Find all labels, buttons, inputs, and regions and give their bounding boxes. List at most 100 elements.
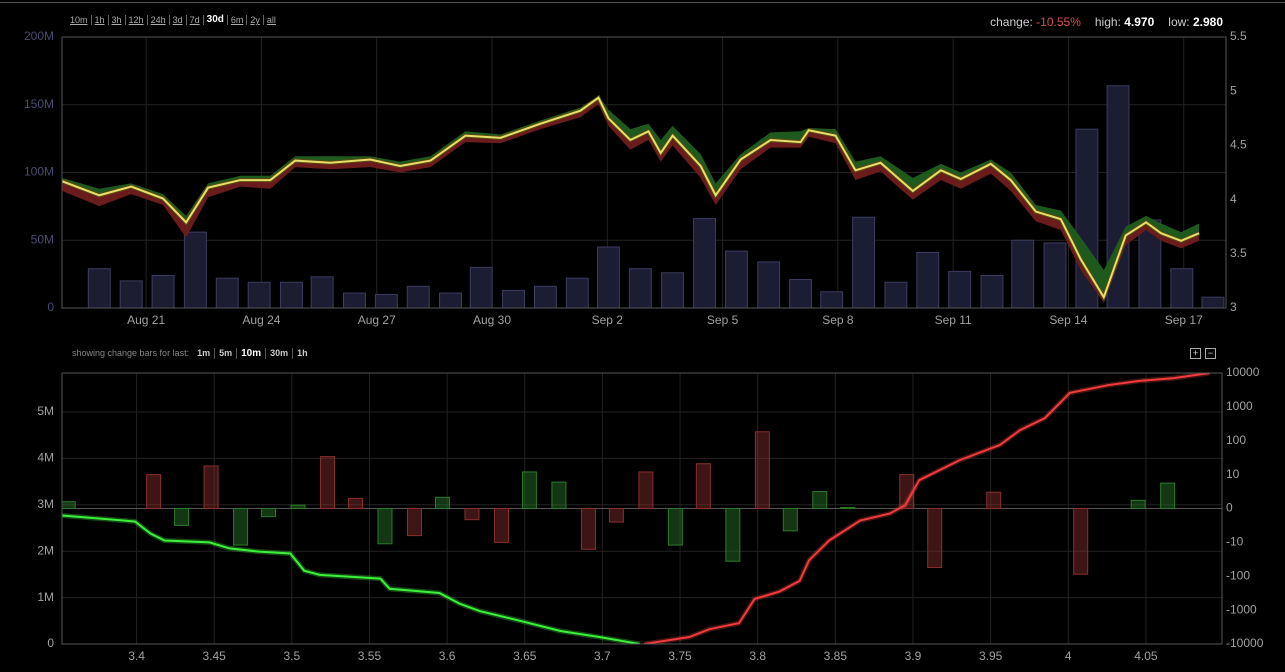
volume-bar: [119, 280, 143, 308]
y-tick-label: 0: [47, 636, 54, 650]
range-link[interactable]: 6m: [226, 15, 247, 25]
interval-option[interactable]: 1h: [292, 348, 312, 359]
range-link[interactable]: all: [262, 15, 279, 25]
volume-bar: [533, 285, 557, 308]
y-tick-label: 200M: [24, 29, 54, 43]
x-tick-label: 3.6: [439, 649, 456, 663]
interval-option[interactable]: 5m: [214, 348, 236, 359]
volume-bar: [1170, 268, 1194, 308]
volume-bar: [1043, 242, 1067, 308]
y-tick-label: 50M: [31, 232, 54, 246]
volume-bar: [884, 281, 908, 308]
y-tick-label: 4M: [37, 451, 54, 465]
range-link[interactable]: 7d: [185, 15, 203, 25]
y2-tick-label: 4.5: [1230, 138, 1247, 152]
range-link[interactable]: 2y: [246, 15, 263, 25]
x-tick-label: 3.55: [358, 649, 382, 663]
price-line: [62, 96, 1200, 300]
interval-option[interactable]: 30m: [265, 348, 292, 359]
change-bar: [638, 471, 654, 510]
stat-value: 2.980: [1192, 15, 1223, 29]
change-bar: [434, 496, 450, 510]
change-bar: [608, 508, 624, 523]
stat-label: change:: [990, 15, 1033, 29]
volume-bar: [916, 251, 940, 308]
change-bar: [493, 508, 509, 543]
volume-bar: [151, 274, 175, 308]
y2-tick-label: 5.5: [1230, 29, 1247, 43]
change-bar: [464, 508, 480, 521]
bids-line: [62, 514, 640, 644]
volume-bar: [1201, 296, 1225, 308]
stat-value: 4.970: [1124, 15, 1155, 29]
chart-depth: 0 1M 2M 3M 4M 5M 3.4 3.45 3.5 3.55 3.6 3.65 3.7 3.75 3…: [37, 365, 1263, 663]
change-bar: [377, 508, 393, 545]
y2-tick-label: 4: [1230, 192, 1237, 206]
x-tick-label: Sep 17: [1165, 313, 1203, 327]
change-bar: [927, 508, 943, 568]
plot: [62, 85, 1225, 308]
volume-bar: [789, 279, 813, 308]
change-bar: [521, 471, 537, 510]
volume-bar: [374, 293, 398, 308]
change-bar: [407, 508, 422, 537]
volume-bar: [948, 270, 972, 308]
range-link[interactable]: 12h: [124, 15, 147, 25]
volume-bar: [724, 250, 748, 308]
x-tick-label: 3.7: [594, 649, 611, 663]
change-bar: [1160, 482, 1176, 509]
x-tick-label: Aug 21: [127, 313, 165, 327]
zoom-button[interactable]: −: [1205, 348, 1216, 359]
x-tick-label: Sep 11: [935, 313, 972, 327]
zoom-button[interactable]: +: [1190, 348, 1201, 359]
y2-tick-label: -10000: [1226, 636, 1264, 650]
volume-bar: [87, 268, 111, 308]
change-bar: [233, 508, 249, 546]
range-link[interactable]: 3h: [107, 15, 125, 25]
volume-bar: [469, 266, 493, 308]
volume-bar: [852, 216, 876, 308]
change-bar: [695, 463, 711, 509]
volume-bar: [1011, 239, 1035, 308]
volume-bar: [406, 285, 430, 308]
range-link[interactable]: 1h: [90, 15, 108, 25]
change-bar: [551, 481, 567, 510]
y-tick-label: 3M: [37, 497, 54, 511]
x-tick-label: 4: [1065, 649, 1072, 663]
volume-bar: [439, 292, 462, 308]
volume-bar: [342, 292, 366, 308]
change-bar: [261, 508, 277, 518]
y-tick-label: 2M: [37, 543, 54, 557]
x-tick-label: Aug 27: [358, 313, 396, 327]
volume-bar: [279, 281, 303, 308]
change-bar: [754, 431, 770, 509]
y-tick-label: 1M: [37, 590, 54, 604]
volume-bar: [215, 277, 239, 308]
x-tick-label: Sep 8: [822, 313, 854, 327]
stats: change: -10.55% high: 4.970 low: 2.980: [990, 15, 1223, 29]
y2-tick-label: -1000: [1226, 602, 1257, 616]
range-link[interactable]: 30d: [202, 15, 227, 25]
volume-bar: [980, 274, 1004, 308]
volume-bar: [628, 268, 652, 308]
x-tick-label: 3.4: [128, 649, 145, 663]
y2-tick-label: 1000: [1226, 399, 1253, 413]
stat: high: 4.970: [1095, 15, 1154, 29]
interval-option[interactable]: 10m: [236, 348, 265, 359]
plot-frame: [61, 372, 1223, 645]
interval-option[interactable]: 1m: [197, 348, 211, 358]
volume-bar: [247, 281, 271, 308]
chart-price: 0 50M 100M 150M 200M Aug 21 Aug 24 Aug 27 Aug 30…: [24, 29, 1247, 327]
range-link[interactable]: 10m: [70, 15, 88, 25]
plot-frame: [61, 36, 1227, 309]
change-bar: [62, 501, 76, 510]
change-bar: [174, 508, 190, 526]
change-bar: [725, 508, 741, 562]
volume-bar: [502, 289, 525, 308]
range-link[interactable]: 3d: [168, 15, 186, 25]
change-bar: [1130, 499, 1146, 509]
y2-tick-label: 10: [1226, 467, 1240, 481]
bids-glow: [62, 512, 641, 644]
range-link[interactable]: 24h: [146, 15, 169, 25]
